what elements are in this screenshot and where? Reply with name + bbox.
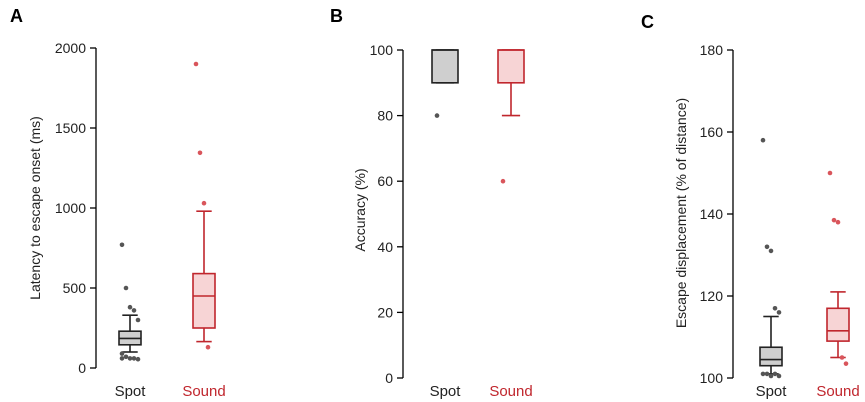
outlier-point <box>135 317 141 323</box>
y-tick-label: 180 <box>700 42 724 58</box>
y-tick-label: 160 <box>700 124 724 140</box>
y-tick-label: 1500 <box>55 120 86 136</box>
y-tick-label: 0 <box>385 370 393 386</box>
boxes-c <box>759 137 850 379</box>
y-tick-label: 40 <box>377 239 393 255</box>
outlier-point <box>827 170 833 176</box>
y-tick-label: 1000 <box>55 200 86 216</box>
box <box>759 346 783 367</box>
boxes-a <box>118 61 216 362</box>
y-axis-label-a: Latency to escape onset (ms) <box>27 116 43 300</box>
y-tick-label: 20 <box>377 304 393 320</box>
outlier-point <box>768 248 774 254</box>
category-label-sound-b: Sound <box>489 383 532 400</box>
outlier-point <box>123 285 129 291</box>
outlier-point <box>764 244 770 250</box>
y-tick-label: 120 <box>700 288 724 304</box>
panel-a: A Latency to escape onset (ms) 0 500 1000 1… <box>10 6 226 400</box>
panel-b: B Accuracy (%) 0 20 40 60 80 100 Spot Sound <box>330 6 533 400</box>
boxplot-sound <box>826 170 850 366</box>
category-label-sound-a: Sound <box>182 383 225 400</box>
y-axis-b: 0 20 40 60 80 100 <box>370 42 404 386</box>
boxplot-spot <box>431 49 459 118</box>
category-label-spot-c: Spot <box>756 383 788 400</box>
y-axis-label-c: Escape displacement (% of distance) <box>673 98 689 328</box>
outlier-point <box>127 356 133 361</box>
outlier-point <box>768 373 774 379</box>
y-tick-label: 140 <box>700 206 724 222</box>
box <box>826 307 850 342</box>
boxplot-sound <box>497 49 525 184</box>
outlier-point <box>772 306 778 311</box>
panel-label-c: C <box>641 12 654 32</box>
outlier-point <box>760 137 766 143</box>
outlier-point <box>193 61 199 67</box>
y-tick-label: 100 <box>700 370 724 386</box>
outlier-point <box>197 150 203 156</box>
y-tick-label: 500 <box>63 280 87 296</box>
outlier-point <box>764 371 770 377</box>
outlier-point <box>500 178 506 184</box>
boxes-b <box>431 49 525 184</box>
outlier-point <box>831 217 837 223</box>
y-tick-label: 0 <box>78 360 86 376</box>
outlier-point <box>119 356 125 361</box>
outlier-point <box>760 371 766 377</box>
box <box>497 49 525 84</box>
boxplot-spot <box>118 242 142 362</box>
outlier-point <box>135 356 141 362</box>
boxplot-spot <box>759 137 783 379</box>
panel-c: C Escape displacement (% of distance) 10… <box>641 12 860 400</box>
outlier-point <box>835 219 841 225</box>
box <box>431 49 459 84</box>
y-axis-label-b: Accuracy (%) <box>352 168 368 251</box>
box <box>192 272 216 329</box>
panel-label-b: B <box>330 6 343 26</box>
category-label-spot-a: Spot <box>115 383 147 400</box>
y-tick-label: 80 <box>377 108 393 124</box>
outlier-point <box>772 371 778 377</box>
panel-label-a: A <box>10 6 23 26</box>
outlier-point <box>119 242 125 248</box>
y-tick-label: 60 <box>377 173 393 189</box>
y-tick-label: 100 <box>370 42 394 58</box>
boxplot-sound <box>192 61 216 350</box>
outlier-point <box>131 308 137 313</box>
outlier-point <box>776 373 782 379</box>
y-tick-label: 2000 <box>55 40 86 56</box>
outlier-point <box>119 351 125 356</box>
outlier-point <box>131 356 137 361</box>
category-label-spot-b: Spot <box>430 383 462 400</box>
outlier-point <box>776 310 782 315</box>
outlier-point <box>201 200 207 206</box>
outlier-point <box>205 344 211 350</box>
outlier-point <box>843 361 849 366</box>
outlier-point <box>839 355 845 360</box>
outlier-point <box>434 113 440 118</box>
y-axis-c: 100 120 140 160 180 <box>700 42 734 386</box>
y-axis-a: 0 500 1000 1500 2000 <box>55 40 97 376</box>
outlier-point <box>123 354 129 360</box>
outlier-point <box>127 304 133 310</box>
category-label-sound-c: Sound <box>816 383 859 400</box>
